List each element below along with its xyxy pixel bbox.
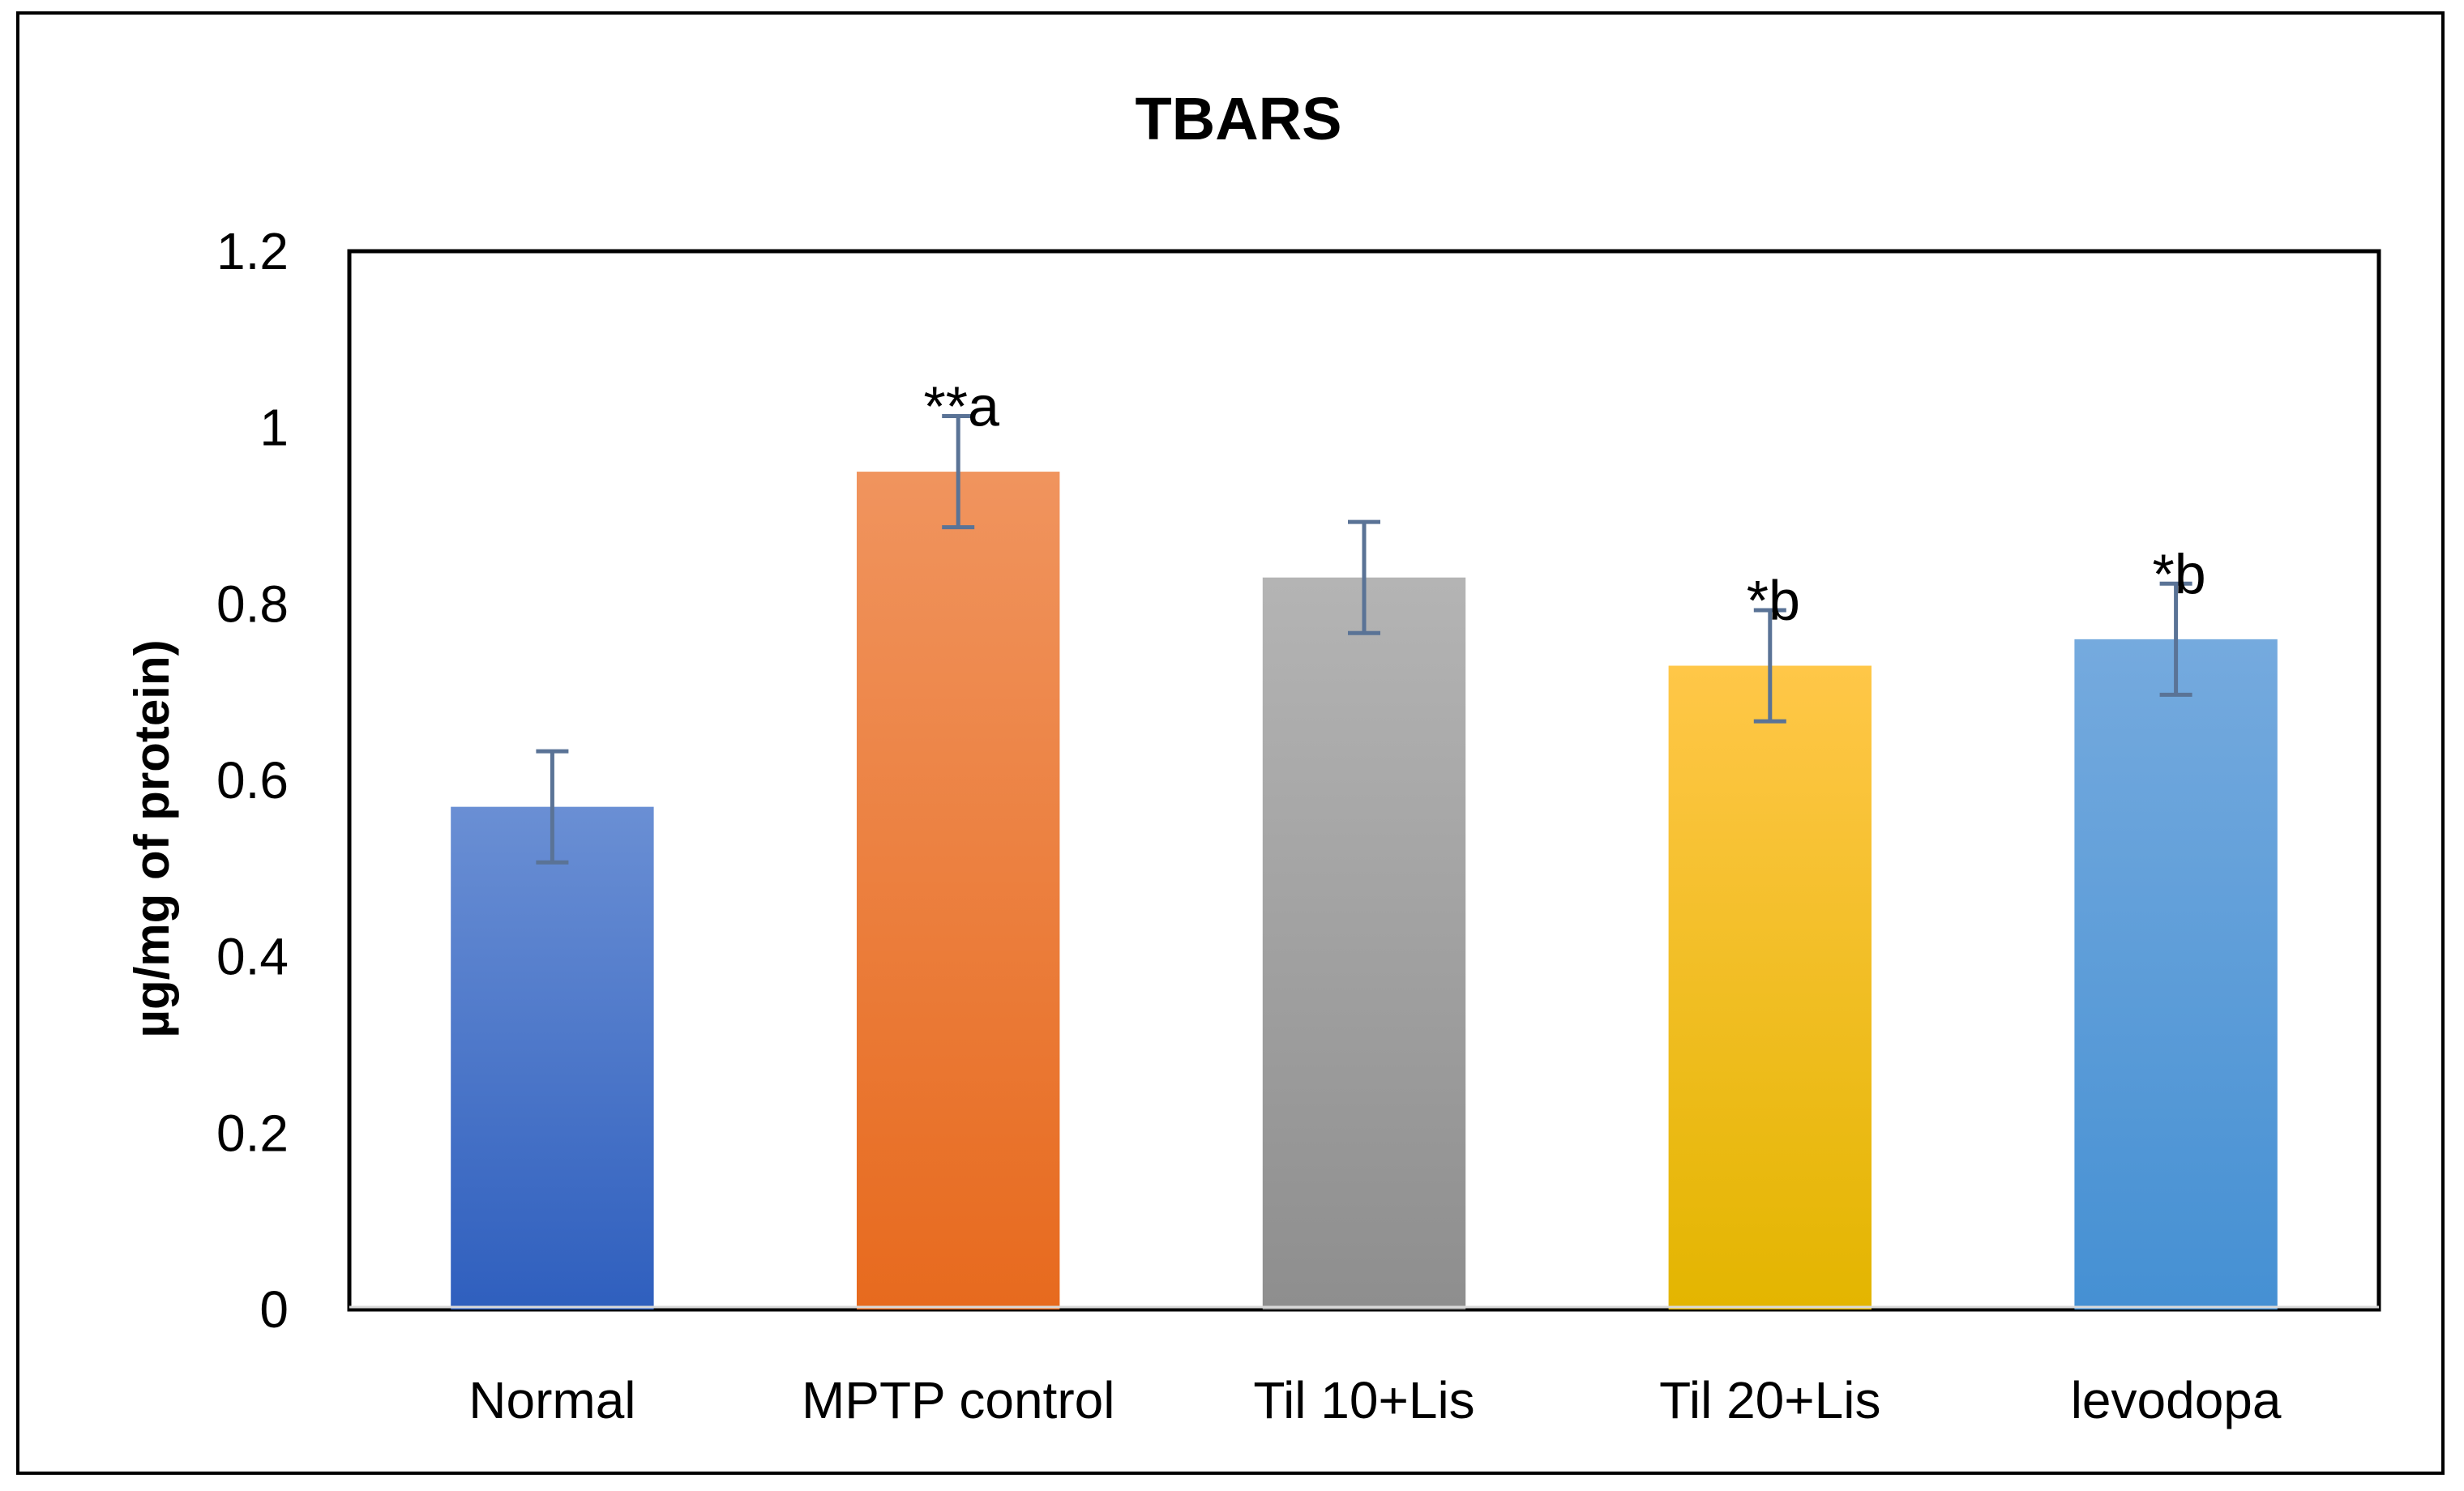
bar — [451, 806, 654, 1309]
x-tick-label: Til 10+Lis — [1253, 1371, 1474, 1429]
y-axis-label: µg/mg of protein) — [125, 639, 179, 1037]
y-tick-label: 1 — [259, 399, 289, 457]
x-tick-label: Til 20+Lis — [1659, 1371, 1880, 1429]
x-tick-label: Normal — [468, 1371, 635, 1429]
x-axis-ticks: Normal MPTP control Til 10+Lis Til 20+Lis le… — [468, 1371, 2282, 1429]
chart-title: TBARS — [1136, 85, 1342, 152]
y-tick-label: 0.4 — [216, 928, 289, 986]
bar — [857, 472, 1060, 1310]
x-tick-label: MPTP control — [802, 1371, 1115, 1429]
bar — [2074, 639, 2278, 1309]
x-tick-label: levodopa — [2071, 1371, 2282, 1429]
bars: **a *b *b — [349, 375, 2379, 1310]
y-tick-label: 0.8 — [216, 575, 289, 633]
y-tick-label: 0.2 — [216, 1104, 289, 1162]
y-tick-label: 1.2 — [216, 222, 289, 280]
bar — [1262, 577, 1466, 1309]
y-tick-label: 0.6 — [216, 751, 289, 810]
y-axis-ticks: 0 0.2 0.4 0.6 0.8 1 1.2 — [216, 222, 289, 1339]
bar — [1668, 665, 1872, 1309]
significance-label: **a — [923, 375, 999, 438]
significance-label: *b — [2153, 542, 2206, 605]
significance-label: *b — [1747, 569, 1800, 632]
chart-frame — [16, 11, 2445, 1475]
y-tick-label: 0 — [259, 1280, 289, 1339]
